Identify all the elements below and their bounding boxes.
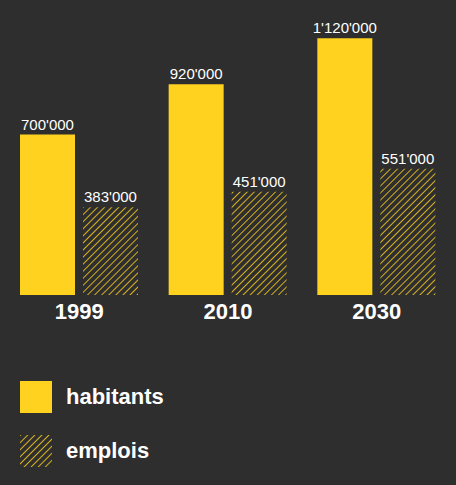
html-text:habitants: habitants — [66, 384, 164, 409]
svg-text:920'000: 920'000 — [170, 65, 223, 82]
svg-text:383'000: 383'000 — [84, 188, 137, 205]
svg-text:2030: 2030 — [352, 299, 401, 324]
svg-text:2010: 2010 — [204, 299, 253, 324]
svg-text:1999: 1999 — [55, 299, 104, 324]
html-text:emplois: emplois — [66, 438, 150, 463]
svg-text:551'000: 551'000 — [381, 150, 434, 167]
svg-text:1'120'000: 1'120'000 — [313, 19, 377, 36]
svg-text:700'000: 700'000 — [21, 116, 74, 133]
svg-text:451'000: 451'000 — [233, 173, 286, 190]
